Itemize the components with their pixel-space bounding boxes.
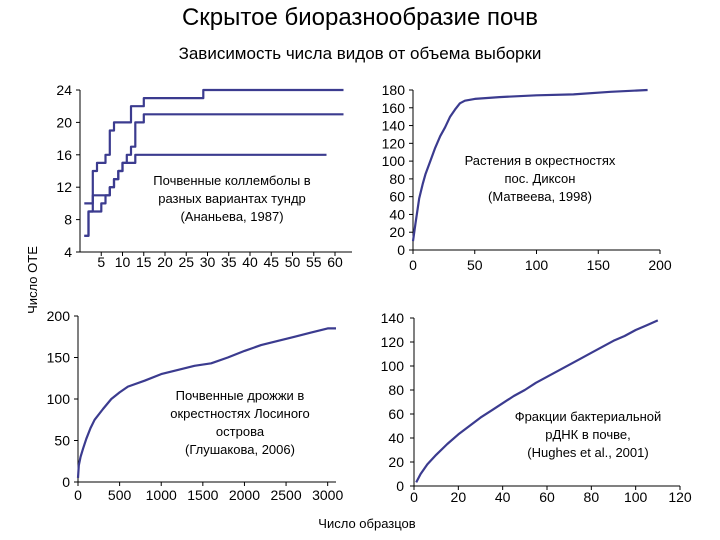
chart4-annotation-line: Фракции бактериальной xyxy=(515,409,662,424)
chart4-x-tick-label: 80 xyxy=(584,489,600,505)
chart1-x-tick-label: 60 xyxy=(327,254,343,270)
chart3-annotation-line: (Глушакова, 2006) xyxy=(185,442,295,457)
chart4-y-tick-label: 100 xyxy=(381,358,405,374)
chart3-x-tick-label: 1000 xyxy=(146,487,177,503)
chart2-y-tick-label: 120 xyxy=(382,135,406,151)
chart3-annotation-line: окрестностях Лосиного xyxy=(170,406,309,421)
chart4-y-tick-label: 0 xyxy=(396,478,404,494)
chart1-x-tick-label: 45 xyxy=(263,254,279,270)
chart3-series-1-line xyxy=(76,327,336,478)
chart3-x-tick-label: 3000 xyxy=(312,487,343,503)
chart4-annotation-line: (Hughes et al., 2001) xyxy=(527,445,648,460)
chart1-annotation-line: разных вариантах тундр xyxy=(158,191,306,206)
chart3-annotation-line: острова xyxy=(216,424,265,439)
chart2-series-1-line xyxy=(411,88,648,242)
chart2-annotation-line: Растения в окрестностях xyxy=(465,153,616,168)
chart3-x-tick-label: 500 xyxy=(108,487,132,503)
chart4-y-tick-label: 60 xyxy=(388,406,404,422)
chart3-y-tick-label: 50 xyxy=(54,433,70,449)
chart4-x-tick-label: 120 xyxy=(668,489,692,505)
chart1-series-1-line xyxy=(84,88,344,237)
chart4-y-tick-label: 80 xyxy=(388,382,404,398)
chart4-annotation-line: рДНК в почве, xyxy=(545,427,630,442)
chart2-y-tick-label: 100 xyxy=(382,153,406,169)
chart2-y-tick-label: 80 xyxy=(389,171,405,187)
chart2-y-tick-label: 140 xyxy=(382,118,406,134)
page-subtitle: Зависимость числа видов от объема выборк… xyxy=(178,44,542,63)
chart4-x-tick-label: 100 xyxy=(624,489,648,505)
page-title: Скрытое биоразнообразие почв xyxy=(181,4,539,31)
chart1-x-tick-label: 35 xyxy=(221,254,237,270)
chart1-x-tick-label: 15 xyxy=(136,254,152,270)
chart1-x-tick-label: 20 xyxy=(157,254,173,270)
chart1-x-tick-label: 40 xyxy=(242,254,258,270)
chart3-x-tick-label: 2500 xyxy=(270,487,301,503)
chart4-y-tick-label: 20 xyxy=(388,454,404,470)
chart2-annotation: Растения в окрестностях пос. Диксон (Матве… xyxy=(465,153,616,204)
chart3-y-tick-label: 100 xyxy=(47,391,71,407)
chart1-series-2-line xyxy=(84,113,344,237)
chart2-y-tick-label: 20 xyxy=(389,224,405,240)
chart2-y-tick-label: 40 xyxy=(389,206,405,222)
chart1-y-tick-label: 16 xyxy=(56,147,72,163)
chart3-annotation-line: Почвенные дрожжи в xyxy=(176,388,305,403)
chart1-x-tick-label: 55 xyxy=(306,254,322,270)
chart3-x-tick-label: 1500 xyxy=(187,487,218,503)
chart1-x-tick-label: 10 xyxy=(115,254,131,270)
chart1-annotation: Почвенные коллемболы в разных вариантах т… xyxy=(153,173,310,224)
chart1-annotation-line: (Ананьева, 1987) xyxy=(180,209,283,224)
chart1-annotation-line: Почвенные коллемболы в xyxy=(153,173,310,188)
y-axis-label: Число ОТЕ xyxy=(25,246,40,314)
chart1-y-tick-label: 24 xyxy=(56,82,72,98)
chart4-series-1-line xyxy=(415,319,659,483)
chart1-y-tick-label: 4 xyxy=(64,244,72,260)
chart4-x-tick-label: 0 xyxy=(410,489,418,505)
chart1-y-tick-label: 20 xyxy=(56,114,72,130)
chart2-y-tick-label: 160 xyxy=(382,100,406,116)
chart4-x-tick-label: 20 xyxy=(451,489,467,505)
chart2-y-tick-label: 0 xyxy=(397,242,405,258)
chart2-x-tick-label: 200 xyxy=(648,257,672,273)
chart2-x-tick-label: 150 xyxy=(587,257,611,273)
chart1-x-tick-label: 30 xyxy=(200,254,216,270)
chart3-annotation: Почвенные дрожжи в окрестностях Лосиного о… xyxy=(170,388,309,457)
chart3-x-tick-label: 2000 xyxy=(229,487,260,503)
chart1-y-tick-label: 8 xyxy=(64,212,72,228)
chart3-x-tick-label: 0 xyxy=(74,487,82,503)
chart3-y-tick-label: 200 xyxy=(47,308,71,324)
chart1-series-3-line xyxy=(84,153,327,205)
chart4-y-tick-label: 120 xyxy=(381,334,405,350)
chart2-y-tick-label: 180 xyxy=(382,82,406,98)
x-axis-label: Число образцов xyxy=(318,516,415,531)
chart4-x-tick-label: 60 xyxy=(539,489,555,505)
chart4-y-tick-label: 140 xyxy=(381,310,405,326)
chart4-y-tick-label: 40 xyxy=(388,430,404,446)
chart1-y-tick-label: 12 xyxy=(56,179,72,195)
chart2-annotation-line: пос. Диксон xyxy=(505,171,576,186)
chart4-annotation: Фракции бактериальной рДНК в почве, (Hughe… xyxy=(515,409,662,460)
chart1-x-tick-label: 25 xyxy=(178,254,194,270)
chart3-y-tick-label: 150 xyxy=(47,350,71,366)
chart2-y-tick-label: 60 xyxy=(389,189,405,205)
chart2-x-tick-label: 100 xyxy=(525,257,549,273)
chart1-x-tick-label: 50 xyxy=(285,254,301,270)
chart1-x-tick-label: 5 xyxy=(97,254,105,270)
chart2-x-tick-label: 0 xyxy=(409,257,417,273)
chart2-annotation-line: (Матвеева, 1998) xyxy=(488,189,592,204)
chart4-x-tick-label: 40 xyxy=(495,489,511,505)
chart2-x-tick-label: 50 xyxy=(467,257,483,273)
chart3-y-tick-label: 0 xyxy=(62,474,70,490)
